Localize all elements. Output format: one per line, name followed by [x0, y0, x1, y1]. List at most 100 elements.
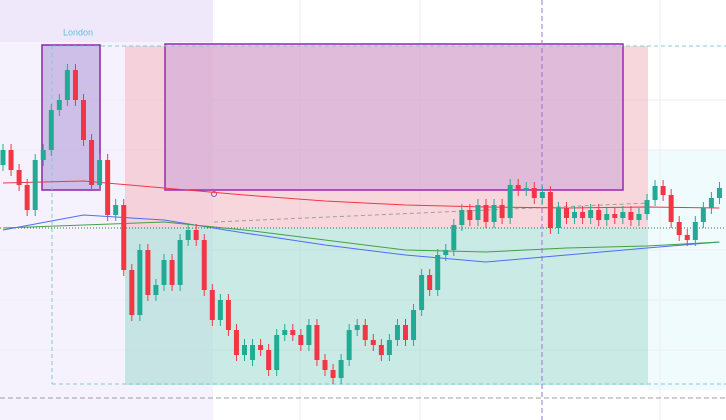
- candle-body: [282, 330, 288, 335]
- candle-body: [411, 310, 417, 340]
- candle-body: [242, 345, 247, 355]
- candle-body: [596, 210, 602, 220]
- candle-body: [250, 345, 256, 360]
- candle-body: [692, 222, 698, 240]
- candle-body: [652, 186, 658, 200]
- session-label: London: [63, 27, 93, 37]
- candle-body: [539, 192, 545, 198]
- candle-body: [386, 340, 392, 355]
- candle-body: [604, 214, 610, 220]
- candle-body: [64, 70, 70, 100]
- candle-body: [56, 100, 62, 110]
- candle-body: [716, 188, 722, 198]
- candle-body: [459, 210, 465, 225]
- candle-body: [588, 210, 594, 218]
- candle-body: [145, 250, 151, 295]
- candle-body: [435, 255, 441, 290]
- candle-body: [580, 212, 586, 218]
- trend-line: [213, 202, 649, 223]
- candle-body: [483, 205, 489, 222]
- candle-body: [24, 185, 30, 210]
- candle-body: [0, 150, 6, 165]
- candle-body: [40, 150, 46, 160]
- candle-body: [547, 192, 553, 228]
- candle-body: [225, 300, 231, 330]
- candle-body: [89, 140, 95, 185]
- candle-body: [121, 205, 127, 270]
- candle-body: [394, 325, 400, 340]
- candle-body: [217, 300, 223, 320]
- marker: [211, 191, 217, 197]
- candle-body: [48, 110, 54, 150]
- candle-body: [16, 170, 22, 185]
- candle-body: [290, 330, 296, 335]
- candle-body: [644, 200, 650, 214]
- candle-body: [612, 214, 618, 218]
- candle-body: [362, 325, 368, 340]
- candle-body: [177, 240, 183, 285]
- candle-body: [708, 198, 714, 208]
- candle-body: [129, 270, 135, 315]
- candle-body: [338, 360, 344, 378]
- candle-body: [419, 275, 425, 310]
- candle-body: [443, 250, 449, 255]
- candle-body: [676, 222, 682, 235]
- candle-body: [258, 345, 264, 350]
- candle-body: [153, 285, 159, 295]
- candle-body: [161, 260, 167, 285]
- candle-body: [105, 160, 111, 215]
- candle-body: [330, 370, 336, 378]
- candle-body: [8, 150, 14, 170]
- candle-body: [32, 160, 38, 210]
- candle-body: [475, 205, 481, 220]
- candle-body: [620, 212, 626, 218]
- candle-body: [700, 208, 706, 222]
- candle-body: [491, 205, 497, 222]
- range-box: [164, 43, 624, 191]
- candle-body: [169, 260, 175, 285]
- candle-body: [684, 235, 690, 240]
- candle-body: [378, 345, 384, 355]
- stop-zone: [125, 46, 648, 227]
- candle-body: [370, 340, 376, 345]
- candle-body: [636, 214, 642, 220]
- candle-body: [97, 160, 103, 185]
- candle-body: [403, 325, 408, 340]
- candle-body: [499, 205, 505, 218]
- candle-body: [515, 185, 521, 190]
- candle-body: [507, 185, 513, 218]
- candle-body: [233, 330, 239, 355]
- candle-body: [298, 335, 304, 345]
- candle-body: [209, 290, 215, 320]
- candle-body: [274, 335, 280, 370]
- indicator-line: [2, 180, 720, 209]
- candle-body: [137, 250, 143, 315]
- candle-body: [185, 230, 191, 240]
- candle-body: [523, 188, 529, 190]
- candle-body: [467, 210, 473, 220]
- candle-body: [354, 325, 360, 330]
- plot: [0, 64, 722, 384]
- candle-body: [660, 186, 666, 195]
- candle-body: [266, 350, 272, 370]
- candle-body: [113, 205, 119, 215]
- candle-body: [306, 325, 312, 345]
- candle-body: [531, 188, 537, 198]
- session-header: [0, 0, 213, 42]
- candle-body: [201, 240, 207, 290]
- candle-body: [572, 212, 578, 218]
- candle-body: [628, 212, 634, 220]
- candle-body: [322, 360, 328, 370]
- candle-body: [346, 330, 352, 360]
- candle-body: [314, 325, 320, 360]
- candle-body: [555, 208, 561, 228]
- candle-body: [668, 195, 674, 222]
- candle-body: [81, 100, 86, 140]
- candle-body: [427, 275, 433, 290]
- candle-body: [564, 208, 569, 218]
- candle-body: [72, 70, 78, 100]
- candle-body: [451, 225, 457, 250]
- candle-body: [193, 230, 199, 240]
